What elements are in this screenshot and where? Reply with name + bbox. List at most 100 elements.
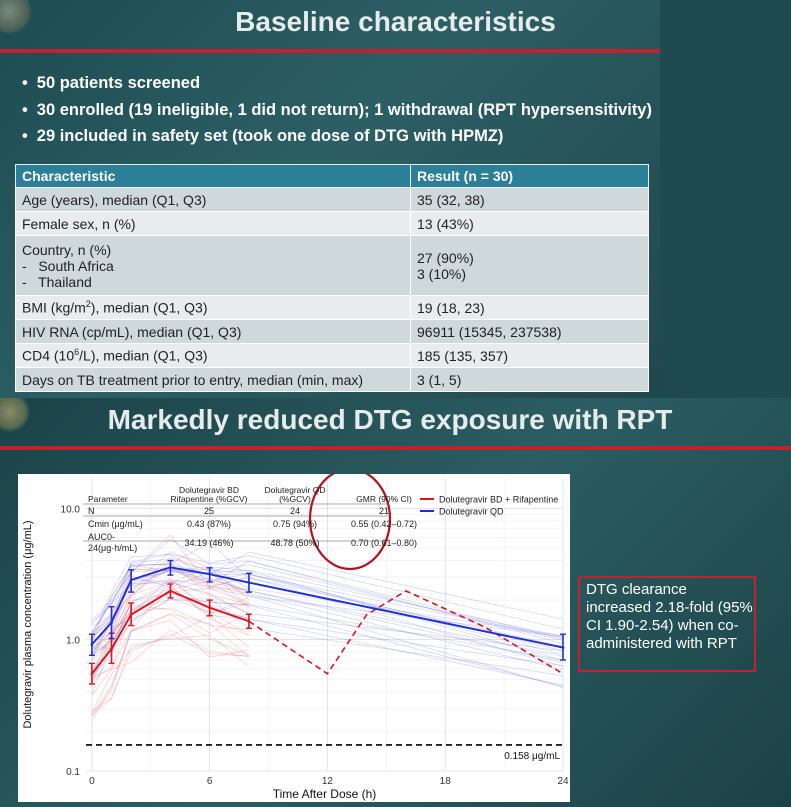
individual-bd-profile [91,607,249,677]
table-cell: 96911 (15345, 237538) [410,319,649,344]
individual-bd-profile [91,619,249,716]
individual-bd-profile [91,613,250,722]
individual-bd-profile [91,613,250,716]
param-header-row: Parameter Dolutegravir BD Rifapentine (%… [84,486,432,504]
table-row: CD4 (106/L), median (Q1, Q3) 185 (135, 3… [15,343,649,368]
data-point-qd [208,572,212,576]
bullet-item: 50 patients screened [22,70,652,97]
table-row: Country, n (%) - South Africa - Thailand… [15,235,649,296]
cell-sup: 2 [85,299,91,310]
legend-label-qd: Dolutegravir QD [439,507,504,517]
cell-line: - Thailand [22,273,92,290]
series-line-bd-rifapentine [91,589,250,675]
param-cell: 48.78 (50%) [270,537,320,548]
column-header: Characteristic [15,164,411,188]
data-point-qd [169,565,172,569]
table-row: Female sex, n (%) 13 (43%) [15,211,649,236]
table-cell: 27 (90%) 3 (10%) [410,235,649,296]
individual-bd-profile [91,566,250,627]
individual-bd-profile [91,567,250,648]
table-cell: Age (years), median (Q1, Q3) [15,187,411,212]
data-point-qd [110,621,113,624]
title-divider [0,446,791,450]
x-tick-label: 0 [89,776,95,787]
param-cell: 34.19 (46%) [184,537,234,548]
individual-bd-profile [91,577,250,653]
baseline-table: Characteristic Result (n = 30) Age (year… [15,164,649,392]
data-point-bd-rifapentine [208,606,212,610]
plot-area [86,478,563,771]
param-header: GMR (90% CI) [356,494,412,504]
gmr-highlight-ellipse [308,474,392,571]
x-tick-label: 12 [322,776,334,787]
param-header: Dolutegravir BD Rifapentine (%GCV) [170,485,248,504]
individual-qd-profile [91,538,564,640]
bullet-item: 29 included in safety set (took one dose… [22,123,652,150]
cell-text: ), median (Q1, Q3) [90,299,208,316]
x-tick-label: 6 [207,776,213,787]
cell-text: BMI (kg/m [22,299,86,316]
param-cell: 21 [378,506,389,516]
table-cell: BMI (kg/m2), median (Q1, Q3) [15,295,411,320]
individual-qd-profile [91,553,564,637]
individual-bd-profile [91,604,250,673]
data-point-qd [129,578,133,582]
table-row: Age (years), median (Q1, Q3) 35 (32, 38) [15,187,649,212]
table-header-row: Characteristic Result (n = 30) [15,164,649,188]
individual-bd-profile [91,634,250,716]
data-point-qd [90,642,94,646]
table-row: HIV RNA (cp/mL), median (Q1, Q3) 96911 (… [15,319,649,344]
table-cell: 13 (43%) [410,211,649,236]
table-cell: 185 (135, 357) [410,343,649,368]
individual-bd-profile [91,629,249,696]
column-header: Result (n = 30) [410,164,649,188]
y-tick-label: 1.0 [66,636,80,647]
bullet-item: 30 enrolled (19 ineligible, 1 did not re… [22,97,652,124]
param-cell: 0.55 (0.42–0.72) [350,519,418,529]
param-cell: 24 [289,506,300,516]
table-cell: 35 (32, 38) [410,187,649,212]
individual-bd-profile [91,633,249,712]
cell-line: 27 (90%) [417,249,474,266]
param-header: Parameter [88,494,128,504]
cell-line: 3 (10%) [417,265,467,282]
table-row: Days on TB treatment prior to entry, med… [15,367,649,392]
threshold-label: 0.158 μg/mL [504,751,560,762]
cell-text: /L), median (Q1, Q3) [79,347,208,364]
param-cell: N [88,506,95,516]
data-point-qd [247,581,251,584]
individual-bd-profile [91,585,250,680]
param-cell: Cmin (μg/mL) [88,519,143,529]
param-row: AUC0-24(μg·h/mL) 34.19 (46%) 48.78 (50%)… [84,532,432,554]
table-cell: Country, n (%) - South Africa - Thailand [15,235,411,296]
bullet-list: 50 patients screened 30 enrolled (19 ine… [22,70,652,150]
table-cell: Female sex, n (%) [15,211,411,236]
cell-line: Country, n (%) [22,241,112,258]
x-tick-label: 24 [557,776,569,787]
cell-line: - South Africa [22,257,114,274]
param-header: Dolutegravir QD (%GCV) [264,485,326,504]
param-cell: AUC0-24(μg·h/mL) [88,532,138,553]
individual-bd-profile [91,581,250,650]
param-cell: 0.43 (87%) [186,519,232,529]
table-row: BMI (kg/m2), median (Q1, Q3) 19 (18, 23) [15,295,649,320]
data-point-bd-rifapentine [90,672,94,676]
individual-bd-profile [91,568,250,638]
individual-bd-profile [91,615,250,713]
data-point-bd-rifapentine [169,589,172,593]
legend-label-bd-rifapentine: Dolutegravir BD + Rifapentine [439,495,558,505]
pk-plot-panel: 0.158 μg/mL 0.1 1.0 10.0 0 6 12 18 24 Time After … [18,474,570,802]
data-point-bd-rifapentine [110,647,113,651]
table-cell: CD4 (106/L), median (Q1, Q3) [15,343,411,368]
param-row: N 25 24 21 [84,506,432,517]
param-cell: 25 [203,506,214,516]
y-axis-label: Dolutegravir plasma concentration (μg/mL… [22,520,34,728]
cell-text: CD4 (10 [22,347,75,364]
individual-bd-profile [91,534,249,621]
y-tick-label: 10.0 [61,504,81,515]
cell-sup: 6 [74,347,80,358]
table-cell: HIV RNA (cp/mL), median (Q1, Q3) [15,319,411,344]
table-cell: 19 (18, 23) [410,295,649,320]
individual-bd-profile [91,559,250,640]
slide2-title: Markedly reduced DTG exposure with RPT [107,404,673,435]
